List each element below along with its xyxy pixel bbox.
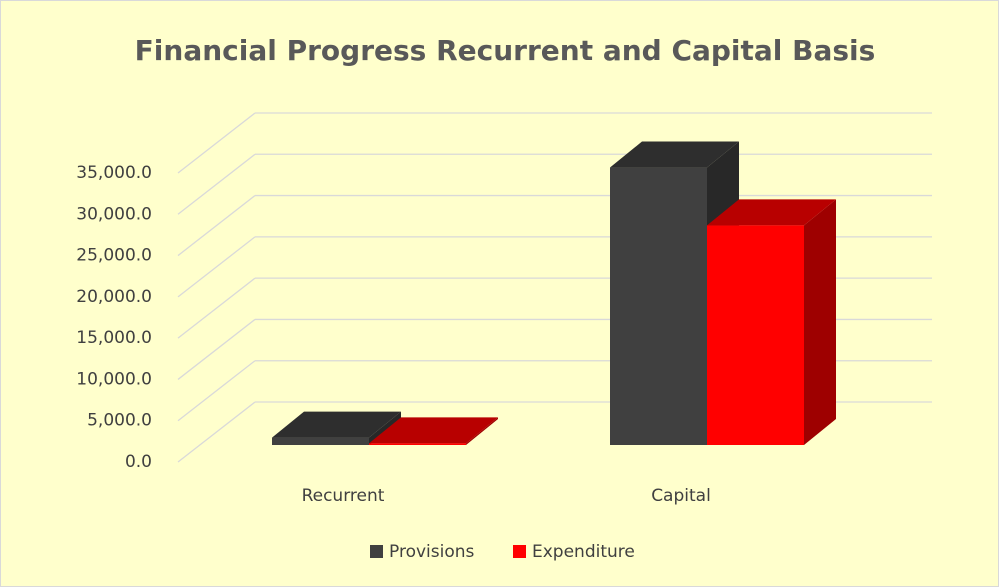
legend-label: Expenditure [532,542,635,562]
legend-swatch [370,545,383,558]
bar-top [272,411,401,438]
bar-side [804,199,836,445]
bar [707,225,804,445]
bar [272,437,369,445]
y-tick-label: 0.0 [125,452,152,472]
bar [369,443,466,445]
grid-line-side [177,153,256,215]
y-tick-label: 35,000.0 [76,163,152,183]
y-tick-label: 10,000.0 [76,369,152,389]
grid-line-side [177,112,256,174]
bar-top [369,417,498,444]
grid-line-side [177,401,256,463]
y-tick-label: 15,000.0 [76,328,152,348]
grid-line-side [177,195,256,257]
legend-swatch [513,545,526,558]
bar-top [707,199,836,226]
bar-side [369,411,401,445]
chart-title: Financial Progress Recurrent and Capital… [135,34,876,67]
legend-label: Provisions [389,542,475,562]
bar-side [466,417,498,445]
x-tick-label: Recurrent [302,486,385,506]
x-tick-label: Capital [651,486,711,506]
grid-line-side [177,360,256,422]
grid-line-side [177,236,256,298]
bar [610,167,707,445]
grid-line-side [177,277,256,339]
y-tick-label: 20,000.0 [76,287,152,307]
bar-top [610,141,739,168]
y-tick-label: 25,000.0 [76,246,152,266]
y-tick-label: 5,000.0 [87,411,152,431]
grid-line-side [177,318,256,380]
y-tick-label: 30,000.0 [76,204,152,224]
